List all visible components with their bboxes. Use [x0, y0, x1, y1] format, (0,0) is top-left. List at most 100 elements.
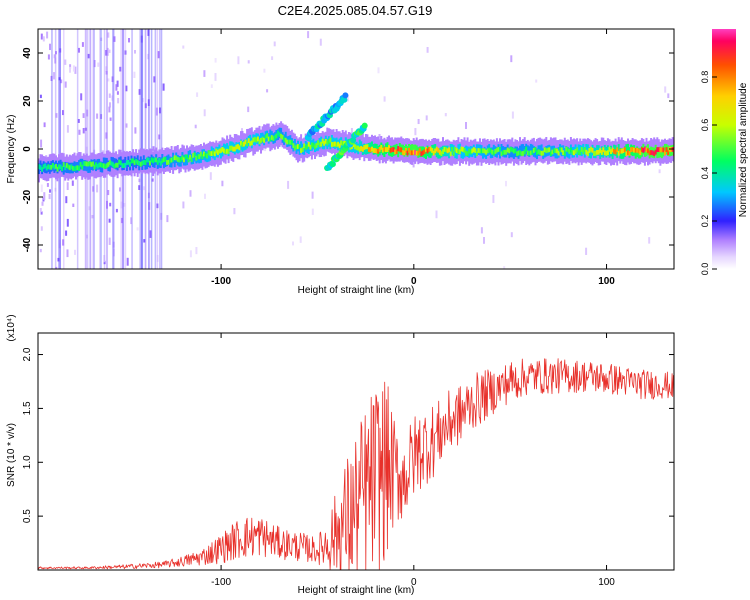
- heatmap-ridge-cell: [90, 162, 93, 167]
- heatmap-ridge-cell: [270, 135, 273, 140]
- heatmap-noise-column: [122, 29, 125, 269]
- heatmap-ridge-cell: [213, 151, 216, 157]
- heatmap-ridge-cell: [497, 147, 500, 152]
- heatmap-ridge-cell: [303, 143, 306, 149]
- heatmap-ridge-cell: [523, 149, 526, 155]
- heatmap-ridge-cell: [435, 146, 438, 152]
- heatmap-ridge-cell: [206, 153, 209, 159]
- heatmap-ridge-cell: [475, 144, 478, 155]
- heatmap-ridge-cell: [360, 146, 363, 151]
- heatmap-ridge-cell: [573, 150, 575, 156]
- heatmap-ridge-cell: [327, 139, 330, 144]
- heatmap-ridge-cell: [352, 142, 355, 148]
- heatmap-ridge-cell: [293, 139, 296, 150]
- heatmap-ridge-cell: [500, 151, 503, 157]
- heatmap-noise-cell: [78, 47, 80, 53]
- heatmap-ridge-cell: [153, 157, 156, 163]
- heatmap-ridge-cell: [485, 149, 488, 155]
- spectrogram-y-tick-label: -40: [22, 237, 33, 252]
- heatmap-ridge-cell: [388, 144, 390, 156]
- heatmap-ridge-cell: [141, 160, 144, 166]
- heatmap-noise-cell: [93, 60, 96, 68]
- heatmap-noise-column: [141, 29, 144, 269]
- heatmap-ridge-cell: [585, 144, 588, 155]
- heatmap-ridge-cell: [412, 149, 415, 155]
- heatmap-ridge-cell: [181, 155, 184, 161]
- heatmap-ridge-cell: [574, 149, 577, 154]
- heatmap-ridge-cell: [47, 164, 50, 170]
- heatmap-ridge-cell: [449, 144, 452, 155]
- heatmap-noise-cell: [62, 239, 65, 246]
- heatmap-ridge-cell: [458, 143, 461, 155]
- heatmap-noise-column: [103, 29, 106, 269]
- heatmap-ridge-cell: [179, 157, 182, 162]
- heatmap-ridge-cell: [627, 150, 629, 156]
- heatmap-ridge-cell: [616, 147, 619, 158]
- heatmap-ridge-cell: [246, 141, 249, 147]
- heatmap-branch-blob: [342, 92, 349, 99]
- heatmap-noise-cell: [120, 217, 123, 224]
- heatmap-noise-cell: [69, 64, 72, 69]
- heatmap-ridge-cell: [38, 164, 40, 169]
- heatmap-ridge-cell: [162, 157, 165, 169]
- heatmap-noise-cell: [138, 178, 141, 183]
- heatmap-ridge-cell: [563, 151, 566, 157]
- snr-frame: [37, 332, 675, 571]
- heatmap-ridge-cell: [198, 154, 201, 159]
- heatmap-ridge-cell: [329, 137, 332, 143]
- heatmap-ridge-cell: [139, 156, 142, 167]
- heatmap-noise-cell: [156, 203, 159, 209]
- heatmap-ridge-cell: [164, 156, 167, 162]
- heatmap-ridge-cell: [286, 139, 289, 145]
- heatmap-ridge-cell: [599, 148, 602, 159]
- heatmap-ridge-cell: [216, 150, 219, 155]
- spectrogram-ticks: -100 0 100 -40 -20 0 20 40: [22, 29, 674, 287]
- heatmap-noise-cell: [81, 42, 84, 47]
- heatmap-ridge-cell: [247, 138, 250, 143]
- heatmap-ridge-cell: [660, 147, 663, 153]
- heatmap-ridge-cell: [480, 148, 483, 154]
- heatmap-noise-cell: [39, 208, 42, 213]
- heatmap-ridge-cell: [426, 148, 429, 154]
- heatmap-ridge-cell: [158, 158, 161, 163]
- heatmap-noise-cell: [511, 111, 514, 119]
- heatmap-ridge-cell: [199, 151, 202, 157]
- heatmap-noise-cell: [128, 38, 130, 43]
- heatmap-noise-cell: [54, 187, 57, 192]
- heatmap-ridge-cell: [495, 147, 498, 153]
- heatmap-ridge-cell: [152, 158, 155, 164]
- heatmap-ridge-cell: [654, 149, 657, 155]
- heatmap-ridge-cell: [526, 150, 529, 156]
- heatmap-noise-cell: [40, 184, 43, 192]
- heatmap-ridge-cell: [591, 147, 594, 153]
- heatmap-ridge-cell: [172, 156, 175, 162]
- heatmap-ridge-cell: [648, 150, 651, 156]
- heatmap-ridge-cell: [608, 146, 611, 152]
- heatmap-ridge-cell: [650, 150, 653, 155]
- heatmap-ridge-cell: [298, 144, 301, 155]
- heatmap-noise-cell: [153, 76, 156, 83]
- heatmap-ridge-cell: [542, 150, 545, 156]
- heatmap-noise-cell: [39, 94, 42, 99]
- heatmap-ridge-cell: [122, 163, 125, 168]
- heatmap-ridge-cell: [492, 144, 495, 156]
- heatmap-ridge-cell: [255, 137, 258, 143]
- heatmap-ridge-cell: [301, 147, 304, 152]
- heatmap-ridge-cell: [400, 147, 403, 153]
- heatmap-ridge-cell: [420, 151, 423, 157]
- heatmap-ridge-cell: [124, 162, 127, 168]
- spectrogram-y-tick-label: -20: [22, 189, 33, 204]
- heatmap-ridge-cell: [44, 163, 47, 169]
- heatmap-noise-cell: [108, 49, 111, 53]
- heatmap-noise-column: [89, 29, 91, 269]
- heatmap-ridge-cell: [249, 141, 252, 147]
- spectrogram-heatmap: [38, 29, 674, 269]
- heatmap-ridge-cell: [133, 160, 136, 166]
- heatmap-ridge-cell: [557, 150, 560, 156]
- heatmap-ridge-cell: [161, 158, 164, 164]
- heatmap-ridge-cell: [264, 134, 267, 140]
- heatmap-ridge-cell: [145, 158, 148, 170]
- heatmap-noise-cell: [503, 266, 506, 269]
- heatmap-ridge-cell: [235, 144, 238, 150]
- heatmap-ridge-cell: [201, 154, 204, 159]
